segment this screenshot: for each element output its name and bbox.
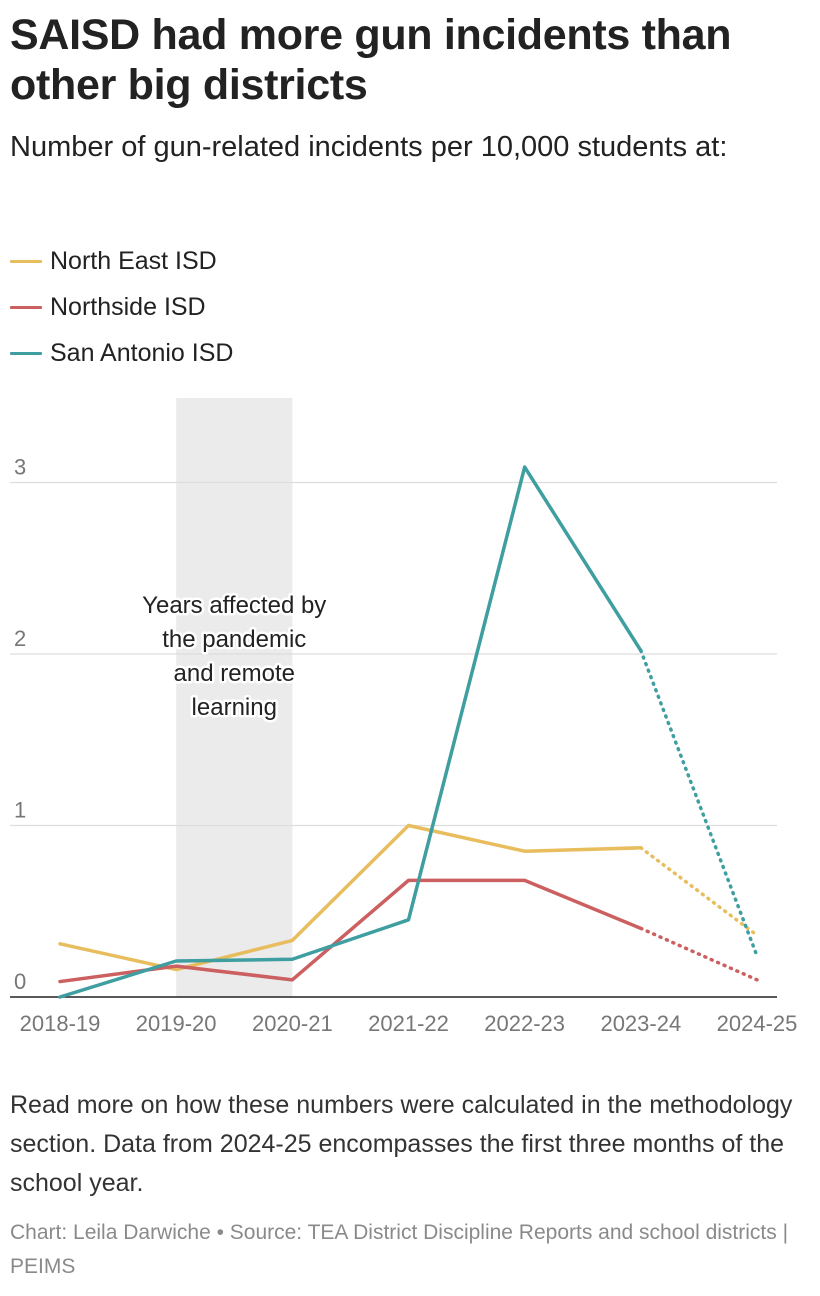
line-chart: 0 1 2 3 Years affected by the pandemic and rem…: [10, 398, 798, 1036]
x-tick-label: 2022-23: [484, 1011, 565, 1036]
legend-item-north-east: North East ISD: [10, 238, 233, 284]
x-tick-label: 2021-22: [368, 1011, 449, 1036]
series-line-northside-isd: [58, 878, 643, 984]
legend-swatch: [10, 351, 42, 355]
series-dotted-line-northside-isd: [639, 926, 759, 982]
legend: North East ISD Northside ISD San Antonio…: [10, 238, 233, 376]
series-line-san-antonio-isd: [58, 465, 643, 999]
pandemic-shaded-band: [176, 398, 293, 997]
pandemic-annotation: Years affected by the pandemic and remote l…: [142, 592, 326, 721]
series-dotted-line-san-antonio-isd: [639, 648, 759, 958]
chart-subtitle: Number of gun-related incidents per 10,0…: [10, 131, 728, 163]
y-tick-label: 2: [14, 626, 26, 651]
chart-credit: Chart: Leila Darwiche • Source: TEA Dist…: [10, 1221, 789, 1278]
x-tick-label: 2023-24: [600, 1011, 681, 1036]
x-tick-label: 2019-20: [136, 1011, 217, 1036]
y-tick-label: 0: [14, 969, 26, 994]
legend-label: North East ISD: [50, 246, 217, 275]
series-line-north-east-isd: [58, 823, 643, 972]
chart-title: SAISD had more gun incidents than other …: [10, 11, 732, 109]
x-tick-label: 2020-21: [252, 1011, 333, 1036]
legend-item-northside: Northside ISD: [10, 284, 233, 330]
legend-item-san-antonio: San Antonio ISD: [10, 330, 233, 376]
y-tick-label: 1: [14, 798, 26, 823]
legend-swatch: [10, 305, 42, 309]
legend-swatch: [10, 259, 42, 263]
series-dotted-line-north-east-isd: [639, 846, 759, 938]
y-tick-label: 3: [14, 455, 26, 480]
x-tick-label: 2018-19: [20, 1011, 101, 1036]
x-tick-label: 2024-25: [717, 1011, 798, 1036]
methodology-note: Read more on how these numbers were calc…: [10, 1091, 793, 1197]
legend-label: Northside ISD: [50, 292, 206, 321]
legend-label: San Antonio ISD: [50, 338, 234, 367]
